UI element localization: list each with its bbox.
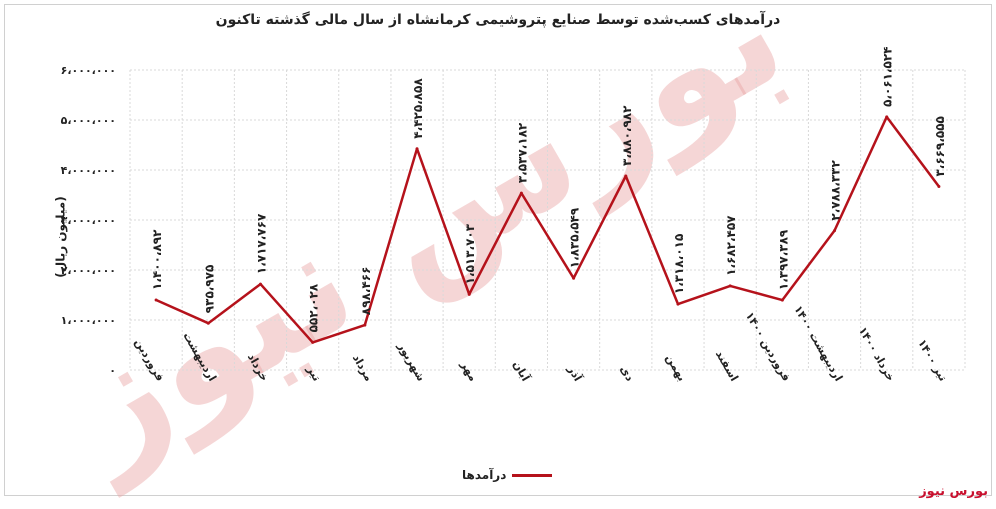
legend-swatch [512,473,553,477]
data-label: ۳،۸۸۰،۹۸۲ [620,105,634,166]
data-point [311,340,315,344]
data-label: ۱،۴۰۰،۸۹۲ [150,229,164,290]
y-tick-label: ۳،۰۰۰،۰۰۰ [61,214,116,227]
x-tick-label: تیر ۱۴۰۰ [915,337,949,383]
chart-frame [4,4,992,496]
watermark: بورس نیوز [31,0,812,499]
chart-title: درآمدهای کسب‌شده توسط صنایع پتروشیمی کرم… [215,12,781,28]
data-point [885,115,889,119]
series [154,115,941,344]
data-point [780,298,784,302]
x-tick-label: آذر [565,362,586,384]
data-point [572,276,576,280]
y-tick-label: ۲،۰۰۰،۰۰۰ [61,264,116,277]
data-label: ۱،۵۱۳،۷۰۳ [463,223,477,284]
x-tick-label: دی [617,363,636,383]
brand-label: بورس نیوز [919,484,988,499]
y-tick-label: ۱،۰۰۰،۰۰۰ [61,314,116,327]
data-label: ۵،۰۶۱،۵۲۴ [881,47,895,107]
x-tick-label: اردیبهشت ۱۴۰۰ [791,303,845,383]
y-ticks: ۰ ۱،۰۰۰،۰۰۰ ۲،۰۰۰،۰۰۰ ۳،۰۰۰،۰۰۰ ۴،۰۰۰،۰۰۰ ۵،۰… [61,64,116,377]
data-label: ۵۵۲،۰۲۸ [307,283,321,332]
data-point [154,298,158,302]
x-tick-label: مهر [458,358,480,383]
series-line [155,115,940,344]
data-label: ۸۹۸،۴۶۶ [359,267,373,316]
data-label: ۱،۸۳۵،۵۴۹ [568,207,582,268]
data-label: ۱،۳۱۸،۰۱۵ [672,234,686,294]
data-point [676,302,680,306]
data-point [519,191,523,195]
x-tick-label: اسفند [713,348,741,383]
x-tick-label: خرداد ۱۴۰۰ [856,325,898,384]
data-point [833,229,837,233]
data-point [728,284,732,288]
data-label: ۴،۴۲۵،۸۵۸ [411,78,425,139]
legend: درآمدها [462,468,553,482]
data-label: ۳،۶۶۹،۵۵۵ [933,116,947,176]
data-point [467,292,471,296]
data-point [206,321,210,325]
x-tick-label: بهمن [663,352,689,383]
data-point [363,323,367,327]
grid [129,69,966,371]
data-point [258,282,262,286]
y-tick-label: ۴،۰۰۰،۰۰۰ [61,164,116,177]
y-tick-label: ۰ [109,364,116,377]
data-label: ۳،۵۳۷،۱۸۲ [515,122,529,183]
x-tick-label: فروردین ۱۴۰۰ [743,310,793,384]
y-tick-label: ۵،۰۰۰،۰۰۰ [61,114,116,127]
data-label: ۲،۷۸۸،۳۳۲ [829,160,843,221]
data-label: ۱،۳۹۷،۳۸۹ [776,229,790,290]
x-tick-label: مرداد [350,352,376,383]
legend-label: درآمدها [462,468,507,482]
y-tick-label: ۶،۰۰۰،۰۰۰ [61,64,116,77]
data-point [415,147,419,151]
watermark-text: بورس نیوز [31,0,812,499]
data-point [624,174,628,178]
data-labels: ۱،۴۰۰،۸۹۲ ۹۳۵،۹۷۵ ۱،۷۱۷،۷۶۷ ۵۵۲،۰۲۸ ۸۹۸،۴۶۶ ۴… [150,47,947,333]
data-label: ۹۳۵،۹۷۵ [202,265,216,314]
x-tick-label: آبان [510,358,533,384]
x-tick-label: شهریور [395,340,428,384]
data-label: ۱،۷۱۷،۷۶۷ [254,213,268,274]
data-label: ۱،۶۸۲،۴۵۷ [724,215,738,276]
data-point [937,185,941,189]
